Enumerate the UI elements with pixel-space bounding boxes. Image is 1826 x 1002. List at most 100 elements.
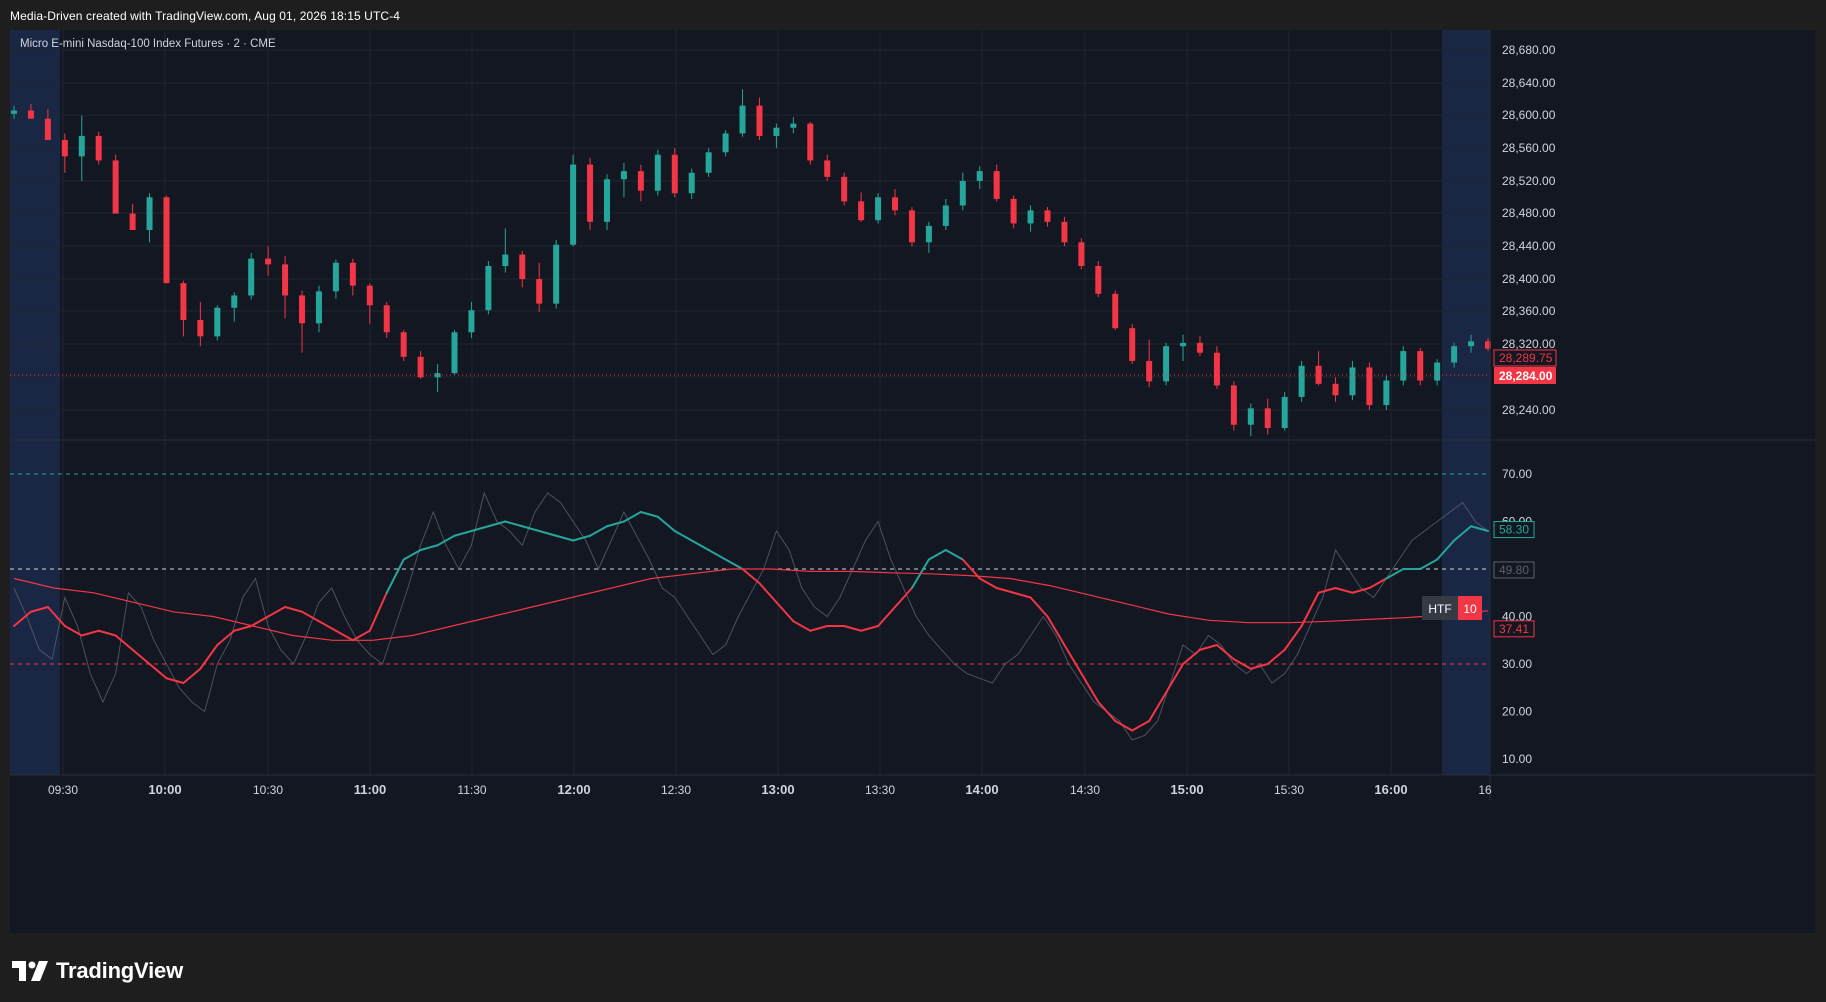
time-axis-label: 11:30 <box>457 783 486 797</box>
candle-body <box>332 262 339 292</box>
candle-body <box>1163 346 1170 382</box>
tradingview-logo[interactable]: TradingView <box>12 958 183 984</box>
candle-body <box>299 295 306 324</box>
candle-body <box>197 320 204 337</box>
fast-line-segment <box>792 620 812 632</box>
candle-body <box>875 197 882 221</box>
fast-line-segment <box>131 648 151 665</box>
price-axis-label: 28,600.00 <box>1502 108 1556 122</box>
pre-market-shade <box>10 30 60 775</box>
fast-line-segment <box>1283 625 1303 651</box>
candle-body <box>146 197 153 230</box>
candle-body <box>841 176 848 202</box>
watermark-header: Media-Driven created with TradingView.co… <box>10 9 401 23</box>
candle-body <box>519 254 526 280</box>
candle-body <box>1247 408 1254 425</box>
time-axis-label: 12:00 <box>557 782 590 797</box>
candle-body <box>773 127 780 136</box>
time-axis-label: 11:00 <box>354 782 387 797</box>
candle-body <box>654 154 661 191</box>
price-axis-label: 28,320.00 <box>1502 337 1556 351</box>
fast-line-segment <box>1385 568 1405 580</box>
price-axis-label: 28,640.00 <box>1502 76 1556 90</box>
fast-line-segment <box>46 606 66 627</box>
fast-line-segment <box>1131 720 1151 732</box>
slow-line <box>13 568 1489 641</box>
candle-body <box>756 105 763 136</box>
chart-area[interactable]: HTF 10 28,680.00 28,640.00 28,600.00 28,560.… <box>10 30 1815 933</box>
candle-body <box>1078 242 1085 266</box>
session-shading <box>10 30 1490 775</box>
symbol-label[interactable]: Micro E-mini Nasdaq-100 Index Futures · … <box>20 38 276 50</box>
fast-line-segment <box>707 549 727 561</box>
fast-line-segment <box>1351 587 1371 594</box>
fast-line-segment <box>114 634 134 651</box>
candle-body <box>265 258 272 265</box>
candle-body <box>1230 385 1237 425</box>
fast-line-segment <box>216 629 236 646</box>
fast-line-segment <box>894 587 913 608</box>
fast-line-segment <box>1182 648 1201 665</box>
fast-line-segment <box>1470 525 1489 532</box>
candle-body <box>434 373 441 378</box>
indicator-axis-label: 20.00 <box>1502 705 1532 719</box>
price-axis-label: 28,680.00 <box>1502 43 1556 57</box>
candle-body <box>603 179 610 222</box>
candle-body <box>1349 367 1356 396</box>
time-axis-label: 15:00 <box>1170 782 1203 797</box>
candle-body <box>976 171 983 181</box>
price-axis-label: 28,440.00 <box>1502 239 1556 253</box>
candle-body <box>705 152 712 173</box>
indicator-axis-label: 10.00 <box>1502 752 1532 766</box>
candle-body <box>942 205 949 226</box>
fast-line-segment <box>1046 615 1066 646</box>
fast-line-segment <box>182 667 202 684</box>
fast-line-segment <box>1029 596 1049 618</box>
slow-line-tag-bg <box>1493 620 1535 638</box>
time-axis-label: 13:00 <box>761 782 794 797</box>
candle-body <box>1434 362 1441 381</box>
last-price-tag-bg <box>1494 367 1556 384</box>
candle-body <box>790 123 797 128</box>
current-price-tag: 28,289.75 <box>1499 351 1553 365</box>
chart-canvas[interactable]: HTF 10 28,680.00 28,640.00 28,600.00 28,560.… <box>10 30 1815 933</box>
candle-body <box>570 164 577 245</box>
time-axis-label: 09:30 <box>48 783 78 797</box>
fast-line-segment <box>961 558 981 580</box>
fast-line-segment <box>1368 577 1388 589</box>
fast-line-segment <box>1300 591 1320 627</box>
candle-body <box>1112 293 1119 329</box>
candle-body <box>1196 342 1203 353</box>
indicator-pane: HTF 10 <box>10 473 1490 741</box>
fast-line-segment <box>334 629 354 642</box>
slow-line-tag: 37.41 <box>1499 622 1529 636</box>
candle-body <box>637 171 644 191</box>
candle-body <box>112 160 119 214</box>
fast-line-segment <box>521 525 541 532</box>
fast-line-segment <box>301 610 320 623</box>
fast-line-segment <box>572 534 592 542</box>
fast-line-segment <box>1334 587 1354 594</box>
candle-body <box>383 305 390 333</box>
candle-body <box>908 210 915 243</box>
candle-body <box>95 135 102 161</box>
fast-line-segment <box>1249 663 1269 670</box>
post-market-shade <box>1442 30 1490 775</box>
time-axis-label: 12:30 <box>661 783 691 797</box>
candle-body <box>349 262 356 286</box>
candle-body <box>858 201 865 221</box>
fast-line-segment <box>148 663 168 680</box>
candle-body <box>1332 383 1339 396</box>
candle-body <box>315 291 322 324</box>
candle-body <box>688 172 695 194</box>
fast-line-segment <box>1114 720 1134 732</box>
candle-body <box>739 105 746 134</box>
candle-body <box>1298 365 1305 397</box>
fast-line-segment <box>555 534 575 542</box>
fast-line-segment <box>622 511 642 523</box>
candle-body <box>502 254 509 266</box>
fast-line-segment <box>1453 525 1473 542</box>
candle-body <box>553 244 560 304</box>
fast-line-tag: 58.30 <box>1499 523 1529 537</box>
axes: 28,680.00 28,640.00 28,600.00 28,560.00 28,5… <box>10 30 1815 800</box>
